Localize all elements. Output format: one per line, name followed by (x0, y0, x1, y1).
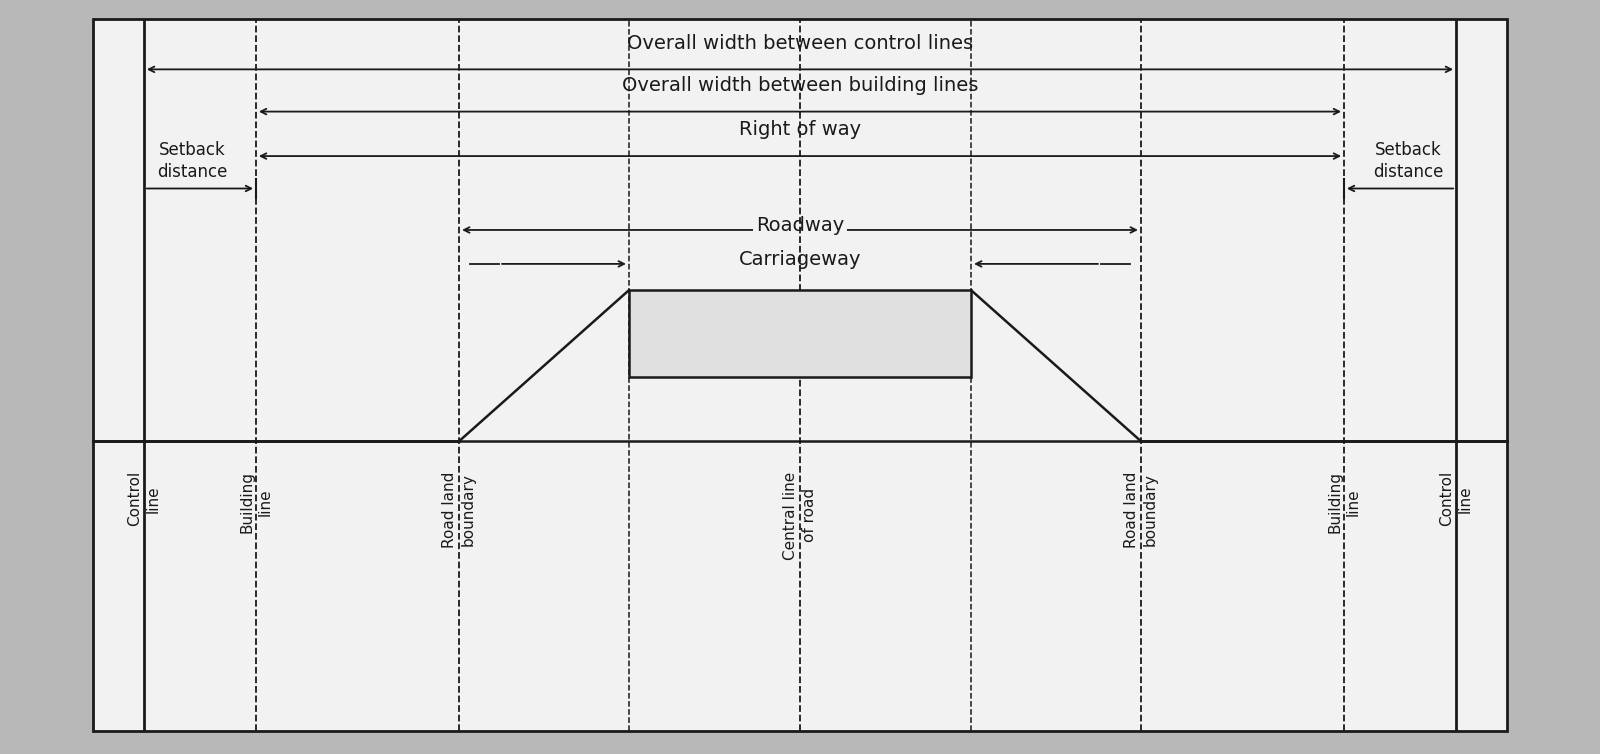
Text: Overall width between building lines: Overall width between building lines (622, 76, 978, 95)
Text: Central line
of road: Central line of road (784, 471, 816, 559)
Bar (629, 290, 971, 377)
Bar (93, 19, 1507, 731)
Text: Building
line: Building line (240, 471, 272, 533)
Text: Setback
distance: Setback distance (1373, 141, 1443, 181)
Text: Control
line: Control line (128, 471, 160, 526)
Text: Overall width between control lines: Overall width between control lines (627, 34, 973, 53)
Text: Carriageway: Carriageway (739, 250, 861, 269)
Text: Road land
boundary: Road land boundary (1123, 471, 1157, 547)
Text: Setback
distance: Setback distance (157, 141, 227, 181)
Text: Road land
boundary: Road land boundary (442, 471, 477, 547)
Text: Roadway: Roadway (755, 216, 845, 235)
Text: Building
line: Building line (1328, 471, 1360, 533)
Text: Control
line: Control line (1440, 471, 1472, 526)
Text: Right of way: Right of way (739, 121, 861, 139)
